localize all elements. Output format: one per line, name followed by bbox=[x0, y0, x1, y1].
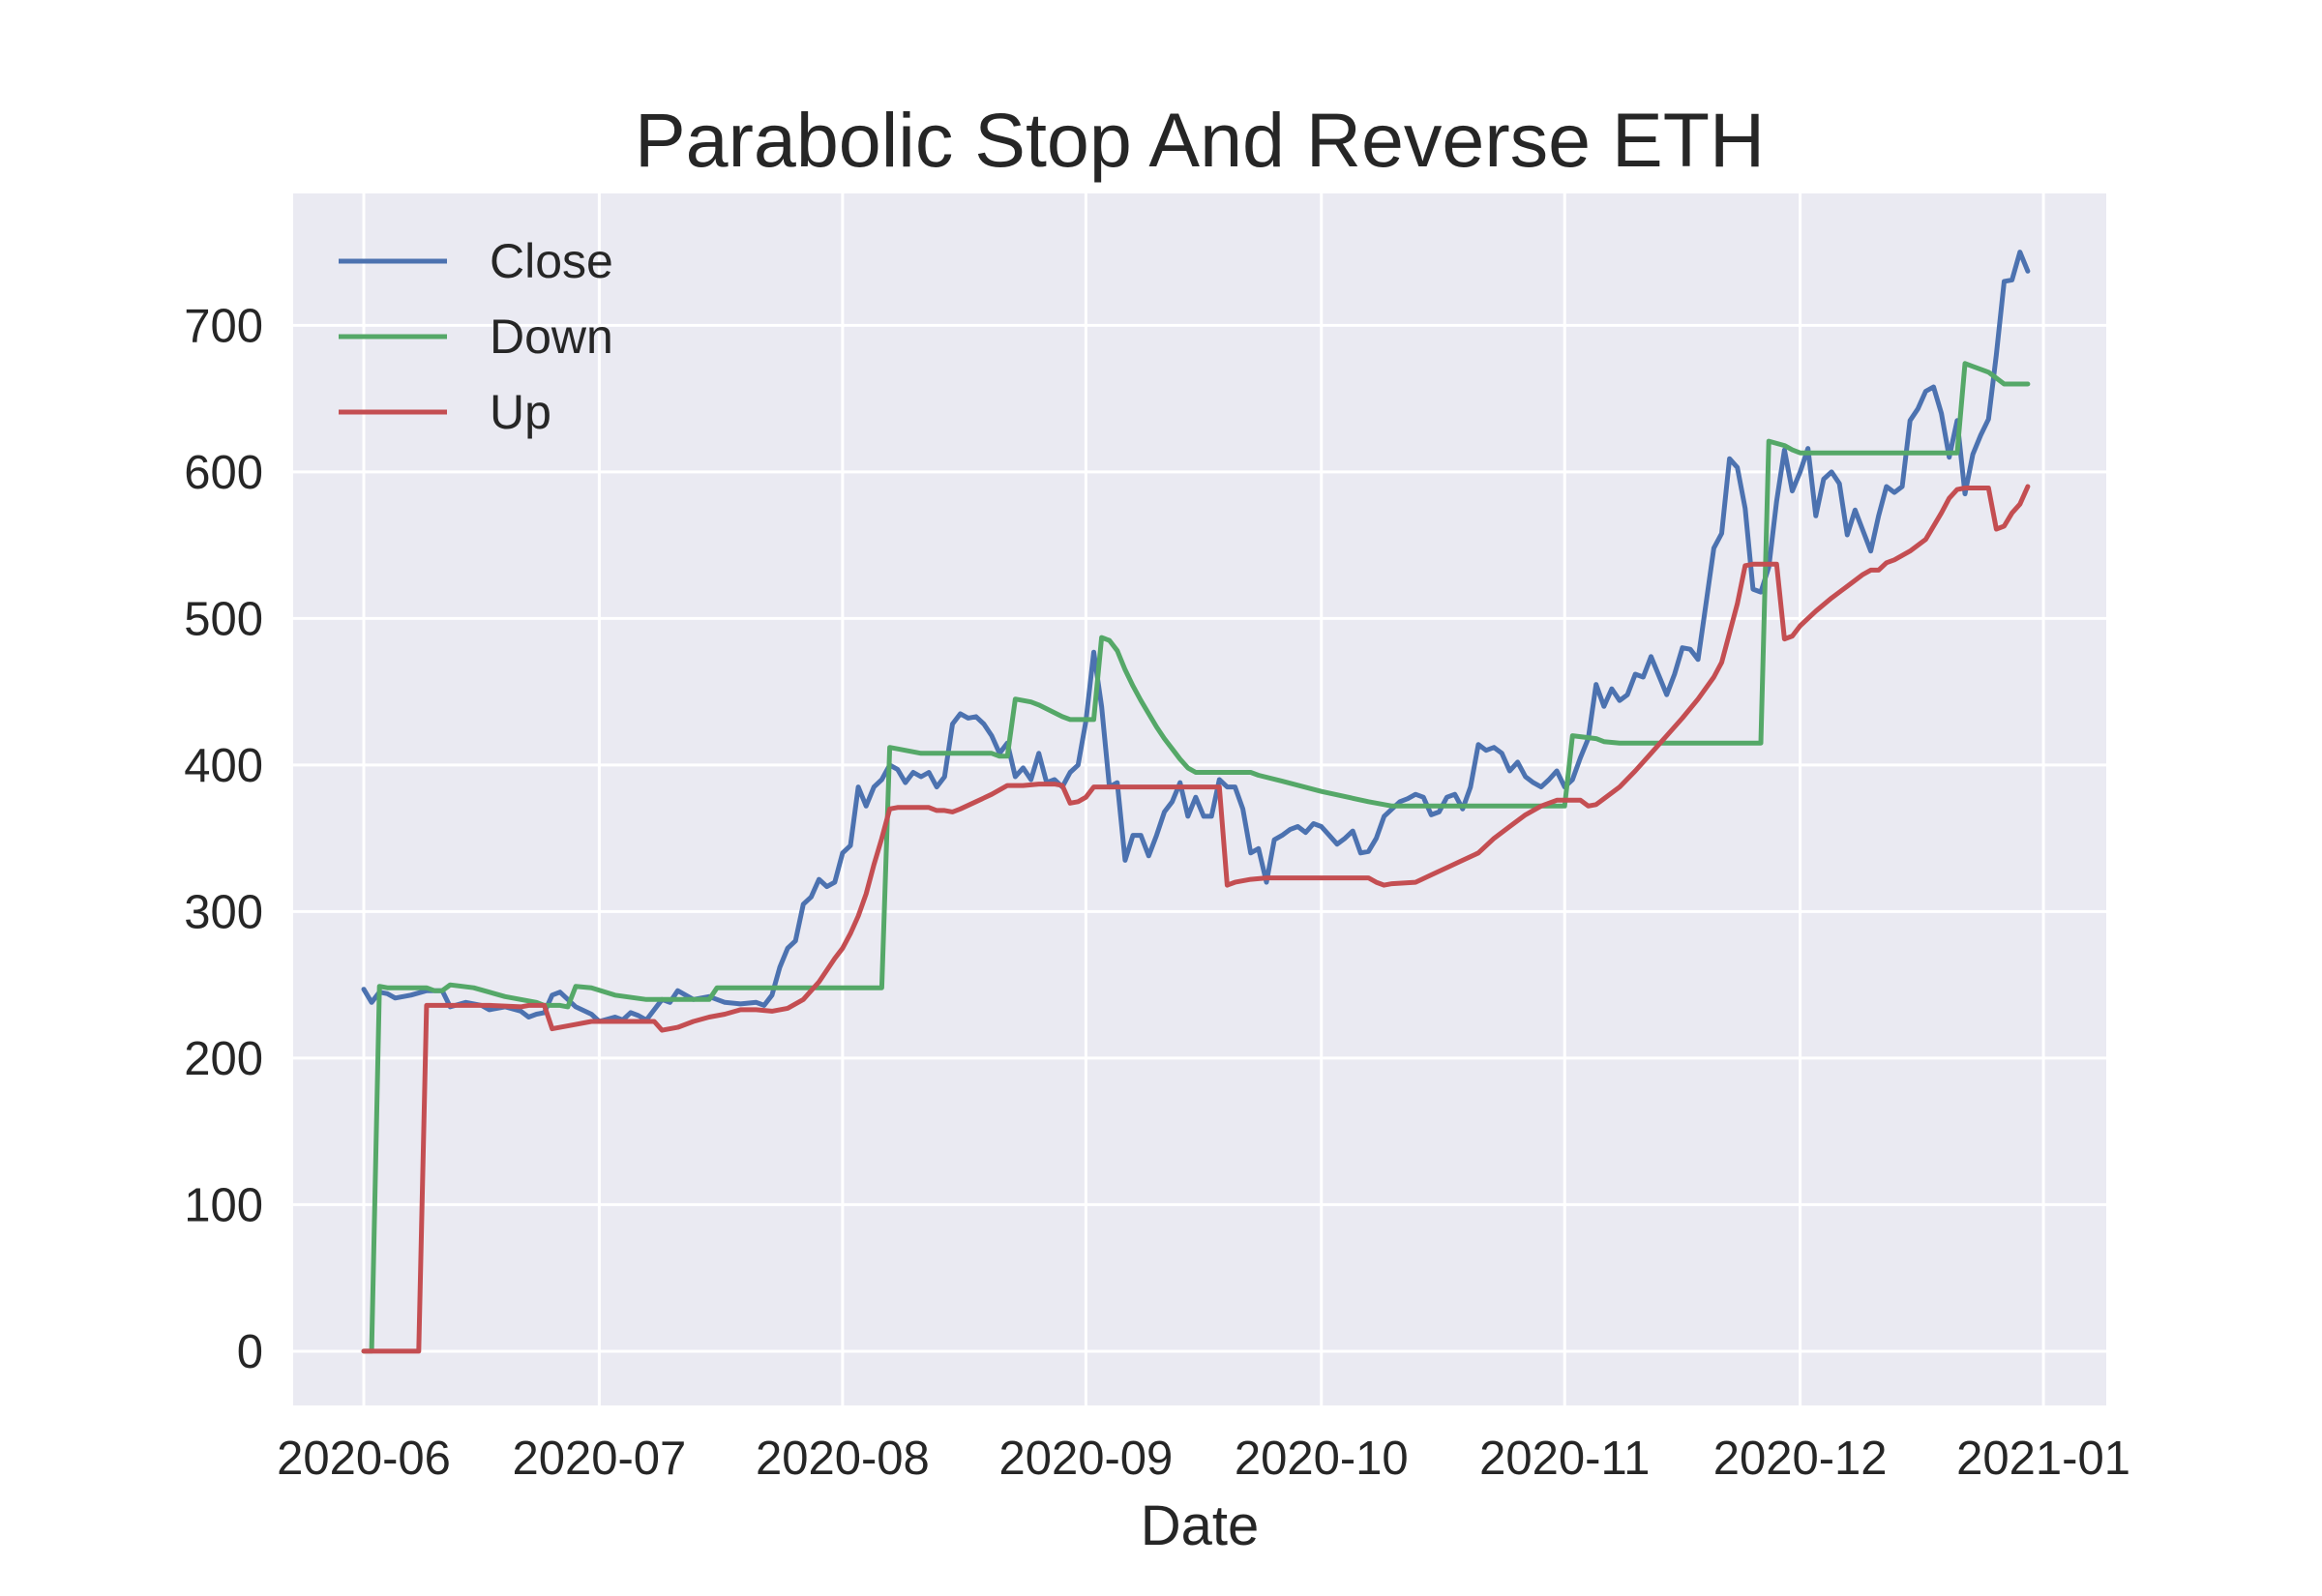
x-tick-label: 2020-12 bbox=[1713, 1433, 1888, 1485]
x-tick-label: 2020-09 bbox=[998, 1433, 1173, 1485]
legend-label-down: Down bbox=[490, 310, 613, 364]
x-axis-title: Date bbox=[1141, 1494, 1260, 1557]
y-tick-label: 100 bbox=[184, 1179, 263, 1231]
x-axis-ticks: 2020-06 2020-07 2020-08 2020-09 2020-10 2020-… bbox=[277, 1433, 2130, 1485]
plot-area bbox=[293, 193, 2106, 1405]
x-tick-label: 2020-08 bbox=[756, 1433, 930, 1485]
x-tick-label: 2020-07 bbox=[512, 1433, 686, 1485]
legend: Close Down Up bbox=[339, 234, 613, 439]
x-tick-label: 2020-11 bbox=[1479, 1433, 1650, 1485]
legend-label-close: Close bbox=[490, 234, 613, 288]
y-tick-label: 400 bbox=[184, 740, 263, 792]
y-tick-label: 0 bbox=[237, 1326, 263, 1378]
x-tick-label: 2021-01 bbox=[1956, 1433, 2130, 1485]
legend-label-up: Up bbox=[490, 385, 551, 439]
y-tick-label: 300 bbox=[184, 886, 263, 938]
chart-title: Parabolic Stop And Reverse ETH bbox=[635, 97, 1765, 183]
y-tick-label: 700 bbox=[184, 300, 263, 352]
series-line-close bbox=[361, 250, 2031, 1024]
y-tick-label: 200 bbox=[184, 1033, 263, 1085]
x-tick-label: 2020-10 bbox=[1235, 1433, 1409, 1485]
x-tick-label: 2020-06 bbox=[277, 1433, 451, 1485]
series-line-up bbox=[361, 484, 2031, 1354]
series-line-down bbox=[361, 361, 2031, 1354]
grid bbox=[293, 193, 2106, 1405]
y-tick-label: 500 bbox=[184, 593, 263, 645]
series-lines bbox=[361, 250, 2031, 1354]
y-tick-label: 600 bbox=[184, 447, 263, 499]
y-axis-ticks: 0 100 200 300 400 500 600 700 bbox=[184, 300, 263, 1378]
